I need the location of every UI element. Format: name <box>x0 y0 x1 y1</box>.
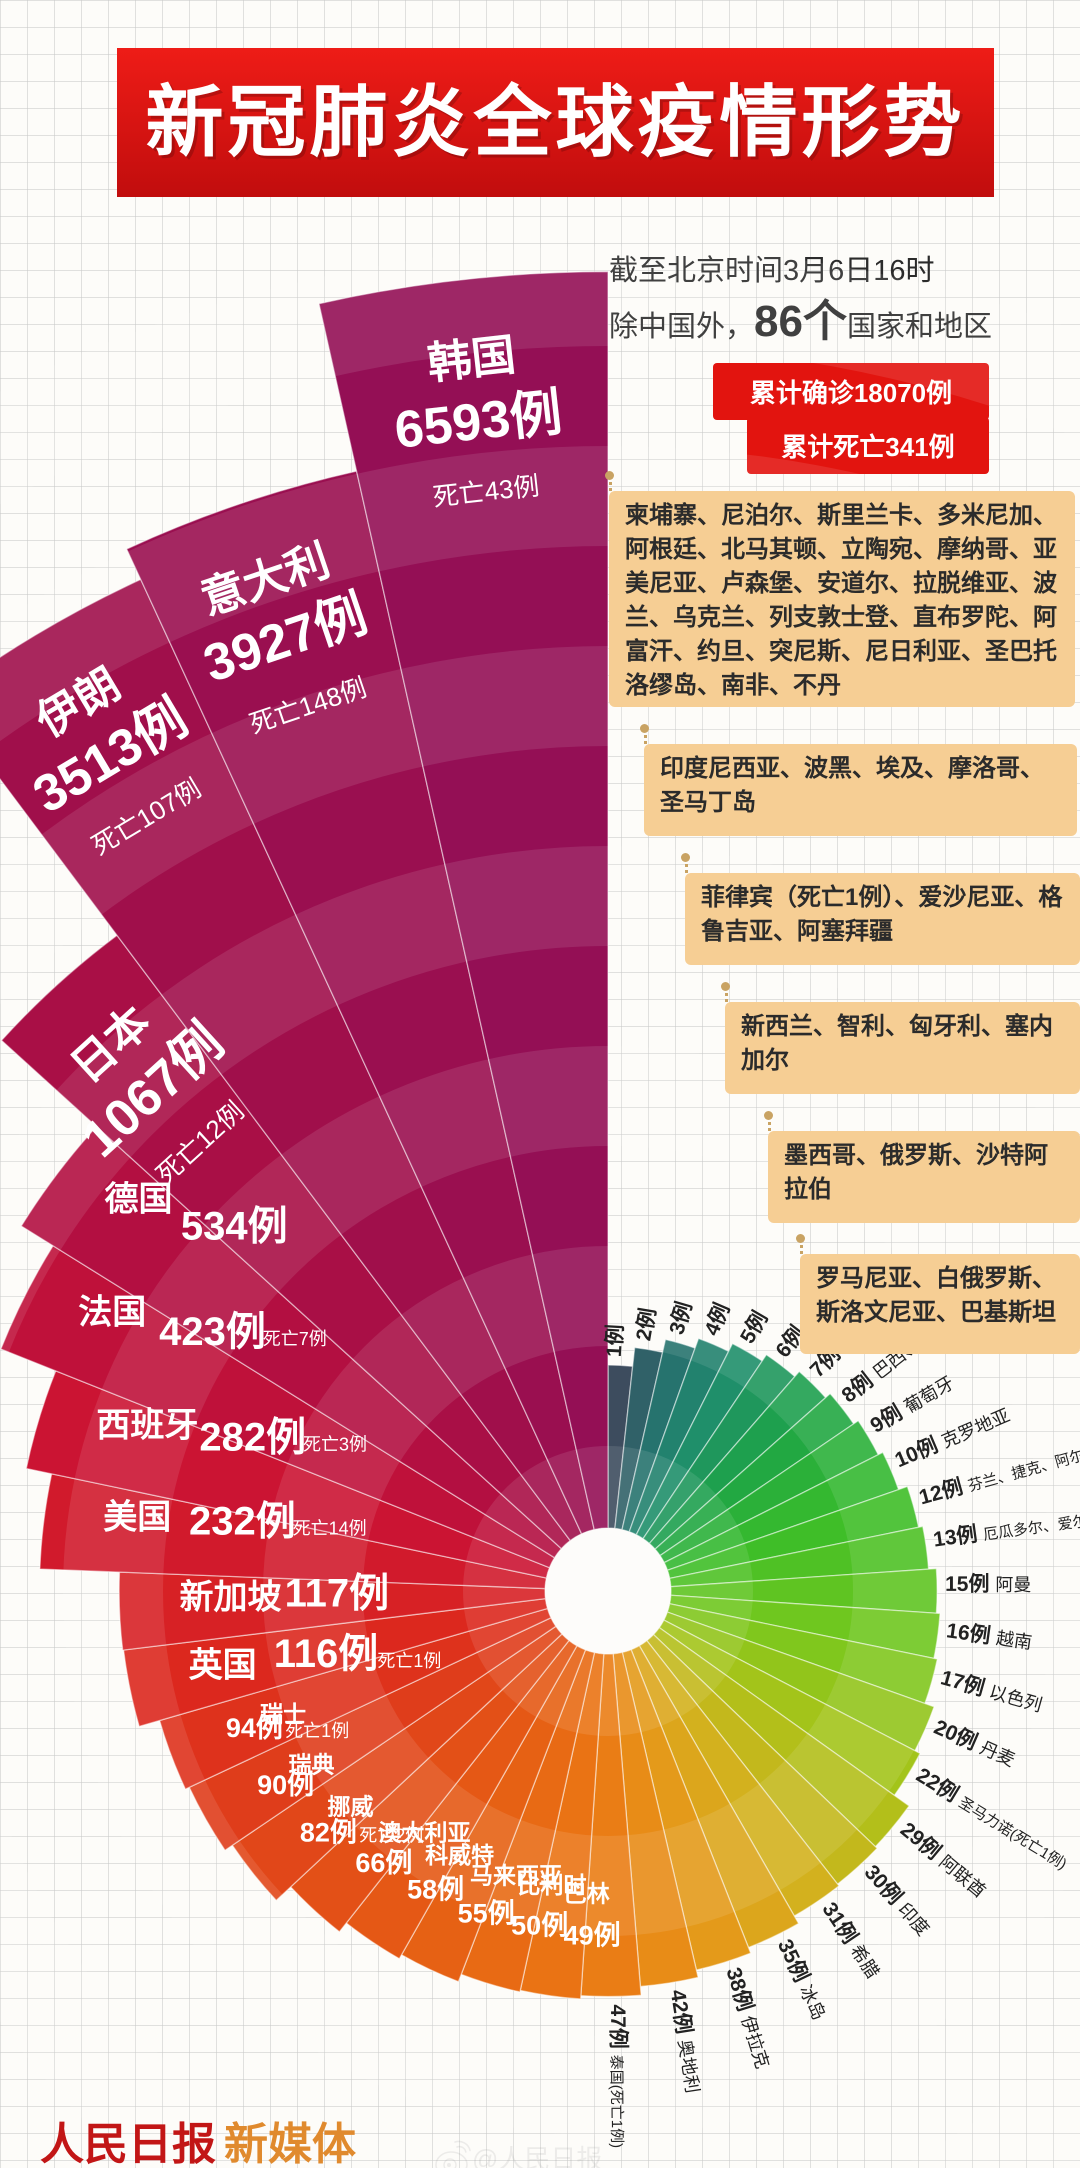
svg-text:49例: 49例 <box>564 1920 621 1950</box>
svg-text:58例: 58例 <box>407 1875 464 1905</box>
svg-text:17例 以色列: 17例 以色列 <box>938 1665 1045 1716</box>
svg-text:20例 丹麦: 20例 丹麦 <box>931 1715 1020 1771</box>
svg-text:死亡7例: 死亡7例 <box>263 1329 327 1349</box>
svg-text:英国: 英国 <box>189 1647 257 1685</box>
svg-text:挪威: 挪威 <box>328 1793 374 1819</box>
svg-text:30例 印度: 30例 印度 <box>860 1860 936 1940</box>
svg-text:新加坡: 新加坡 <box>179 1579 281 1617</box>
svg-text:@人民日报: @人民日报 <box>472 2144 602 2168</box>
svg-text:西班牙: 西班牙 <box>96 1406 198 1444</box>
svg-text:117例: 117例 <box>285 1572 390 1616</box>
svg-text:82例: 82例 <box>300 1817 357 1847</box>
svg-text:死亡3例: 死亡3例 <box>303 1434 367 1454</box>
svg-text:死亡14例: 死亡14例 <box>293 1518 367 1538</box>
svg-text:16例 越南: 16例 越南 <box>945 1618 1034 1653</box>
svg-text:科威特: 科威特 <box>425 1842 494 1868</box>
svg-text:韩国: 韩国 <box>425 330 518 388</box>
svg-text:232例: 232例 <box>189 1499 296 1543</box>
svg-text:55例: 55例 <box>458 1898 515 1928</box>
svg-text:美国: 美国 <box>103 1499 171 1537</box>
svg-text:90例: 90例 <box>257 1770 314 1800</box>
svg-text:423例: 423例 <box>159 1310 266 1354</box>
svg-text:死亡1例: 死亡1例 <box>377 1651 441 1671</box>
svg-text:66例: 66例 <box>355 1848 412 1878</box>
svg-text:1例: 1例 <box>602 1324 628 1358</box>
svg-text:死亡1例: 死亡1例 <box>285 1721 349 1741</box>
svg-text:282例: 282例 <box>199 1415 306 1459</box>
svg-text:德国: 德国 <box>104 1181 172 1219</box>
svg-text:50例: 50例 <box>511 1910 568 1940</box>
svg-text:94例: 94例 <box>226 1713 283 1743</box>
svg-text:15例 阿曼: 15例 阿曼 <box>945 1572 1031 1596</box>
svg-text:死亡2例: 死亡2例 <box>359 1825 423 1845</box>
svg-text:法国: 法国 <box>78 1293 146 1331</box>
svg-text:116例: 116例 <box>274 1632 379 1676</box>
svg-text:534例: 534例 <box>181 1205 288 1249</box>
